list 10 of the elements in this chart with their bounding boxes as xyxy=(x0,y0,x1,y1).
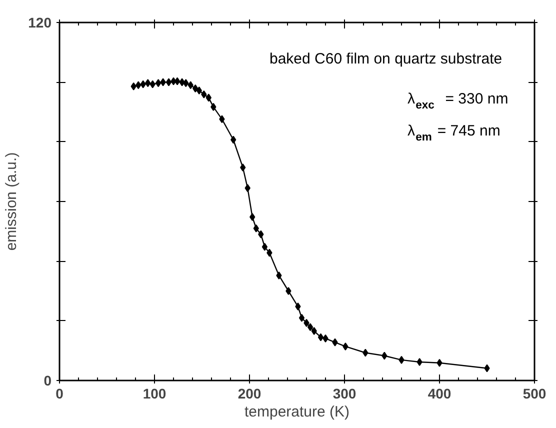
annotation: baked C60 film on quartz substrate xyxy=(270,50,502,68)
y-axis-title: emission (a.u.) xyxy=(3,152,20,251)
x-tick-label: 100 xyxy=(142,386,166,402)
x-tick-label: 400 xyxy=(428,386,452,402)
x-axis-title: temperature (K) xyxy=(244,404,350,420)
x-tick-label: 300 xyxy=(332,386,356,402)
x-tick-label: 500 xyxy=(522,386,546,402)
x-tick-label: 200 xyxy=(238,386,262,402)
x-tick-label: 0 xyxy=(56,386,64,402)
y-tick-label: 120 xyxy=(28,14,52,30)
